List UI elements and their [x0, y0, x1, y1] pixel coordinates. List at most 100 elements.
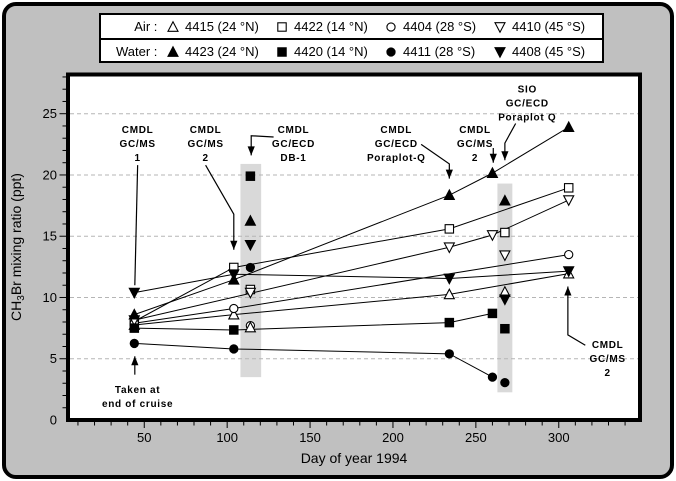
leader-arrowhead: [445, 169, 453, 179]
data-point-air-4410: [562, 195, 575, 207]
series-line-water-4420: [134, 312, 493, 331]
data-point-water-4420: [129, 323, 140, 333]
triangle-down-filled-icon: [488, 45, 512, 59]
data-point-water-4423: [562, 120, 575, 133]
y-tick-label: 15: [43, 229, 57, 244]
annotation-text-cmdl-gcms-2-left: 2: [202, 153, 208, 164]
legend-row-water: Water : 4423 (24 °N) 4420 (14 °N) 4411 (28…: [101, 38, 602, 63]
y-tick-label: 0: [50, 413, 57, 428]
annotation-text-sio-gcecd-poraplot: Poraplot Q: [498, 113, 556, 124]
data-point-air-4410: [443, 242, 456, 254]
x-tick-label: 200: [382, 430, 404, 445]
annotation-text-cmdl-gcms-1: CMDL: [122, 125, 154, 136]
data-point-water-4408: [443, 273, 456, 285]
annotation-text-cmdl-gcms-2-left: CMDL: [190, 125, 222, 136]
legend-marker-glyph: [167, 45, 179, 57]
data-point-water-4408: [128, 287, 141, 299]
annotation-text-cmdl-gcecd-poraplot: GC/ECD: [375, 139, 418, 150]
annotation-text-cmdl-gcms-2-right: 2: [605, 368, 611, 379]
annotation-text-cmdl-gcms-2-right: CMDL: [592, 340, 624, 351]
legend-row-label: Air :: [134, 19, 161, 34]
annotation-text-cmdl-gcecd-poraplot: Poraplot-Q: [367, 153, 426, 164]
annotation-text-cmdl-gcms-1: 1: [135, 153, 141, 164]
x-tick-label: 50: [137, 430, 151, 445]
extra-point-band-cmdl-gcecd-db1: [244, 321, 257, 333]
annotation-text-cmdl-gcms-2-mid: CMDL: [459, 125, 491, 136]
x-axis-title: Day of year 1994: [301, 450, 408, 466]
legend-row-label: Water :: [115, 44, 161, 59]
y-tick-label: 10: [43, 290, 57, 305]
x-tick-label: 100: [216, 430, 238, 445]
square-open-icon: [270, 20, 294, 34]
annotation-text-cmdl-gcms-2-right: GC/MS: [590, 354, 626, 365]
data-point-air-4422: [563, 183, 574, 193]
data-point-water-4411: [487, 372, 498, 382]
legend-row-air: Air : 4415 (24 °N) 4422 (14 °N) 4404 (28 °…: [101, 15, 602, 38]
series-line-water-4411: [134, 342, 493, 378]
y-tick-label: 20: [43, 167, 57, 182]
extra-point-band-cmdl-gcecd-db1: [244, 214, 257, 226]
data-point-water-4423: [443, 188, 456, 201]
leader-arrowhead: [131, 356, 139, 366]
extra-point-band-cmdl-gcecd-db1: [245, 262, 256, 273]
x-tick-label: 150: [299, 430, 321, 445]
legend-entry: 4420 (14 °N): [270, 44, 379, 59]
leader-line-cmdl-gcms-1: [134, 165, 139, 286]
leader-arrowhead: [501, 151, 509, 161]
plot-frame: [66, 72, 642, 422]
circle-open-icon: [379, 20, 403, 34]
series-line-air-4410: [134, 199, 569, 321]
annotation-text-cmdl-gcecd-db1: DB-1: [280, 153, 306, 164]
legend-entry-text: 4423 (24 °N): [185, 44, 259, 59]
data-point-air-4404: [229, 303, 239, 314]
annotation-text-cmdl-gcecd-poraplot: CMDL: [380, 125, 412, 136]
data-point-air-4415: [227, 308, 240, 320]
x-tick-label: 300: [548, 430, 570, 445]
legend-rows: Air : 4415 (24 °N) 4422 (14 °N) 4404 (28 °…: [101, 15, 602, 63]
annotation-text-taken-at-end-of-cruise: Taken at: [115, 385, 160, 396]
annotation-text-sio-gcecd-poraplot: SIO: [518, 85, 537, 96]
leader-arrowhead: [489, 153, 497, 163]
plot-area: [68, 74, 640, 420]
legend-marker-glyph: [167, 20, 179, 32]
extra-point-band-cmdl-gcecd-db1: [244, 239, 257, 252]
leader-line-cmdl-gcms-2-right: [567, 286, 586, 346]
legend-entry: 4404 (28 °S): [379, 19, 488, 34]
data-point-air-4415: [443, 288, 456, 300]
annotation-text-taken-at-end-of-cruise: end of cruise: [102, 399, 173, 410]
chart-generated-content: 50 100 150 200 250 300 0 5 10 15 20 25 CMDL GC/MS 1 CMD…: [43, 72, 642, 445]
triangle-up-open-icon: [161, 20, 185, 34]
leader-line-cmdl-gcms-2-left: [205, 164, 235, 250]
legend-marker-glyph: [277, 21, 287, 32]
y-tick-label: 5: [50, 351, 57, 366]
legend-entry-text: 4422 (14 °N): [294, 19, 368, 34]
leader-arrowhead: [564, 286, 572, 296]
extra-point-band-sio-poraplot: [500, 323, 510, 334]
data-point-air-4410: [486, 230, 499, 242]
series-line-air-4422: [134, 187, 569, 322]
legend-marker-glyph: [386, 46, 396, 57]
legend: Air : 4415 (24 °N) 4422 (14 °N) 4404 (28 °…: [99, 13, 604, 63]
data-point-water-4423: [128, 308, 141, 320]
legend-entry: 4422 (14 °N): [270, 19, 379, 34]
annotation-text-cmdl-gcms-2-mid: 2: [472, 153, 478, 164]
legend-entry: 4410 (45 °S): [488, 19, 597, 34]
extra-point-band-sio-poraplot: [500, 377, 510, 388]
legend-entry-text: 4415 (24 °N): [185, 19, 259, 34]
annotation-text-sio-gcecd-poraplot: GC/ECD: [506, 99, 549, 110]
data-point-water-4423: [486, 166, 499, 178]
legend-entry: 4408 (45 °S): [488, 44, 597, 59]
extra-point-band-cmdl-gcecd-db1: [245, 171, 256, 181]
extra-point-band-sio-poraplot: [498, 294, 511, 306]
square-filled-icon: [270, 45, 294, 59]
legend-entry-text: 4411 (28 °S): [403, 44, 476, 59]
data-point-water-4408: [562, 266, 575, 278]
annotation-text-cmdl-gcms-2-left: GC/MS: [187, 139, 223, 150]
legend-entry-text: 4408 (45 °S): [512, 44, 586, 59]
legend-marker-glyph: [494, 21, 506, 33]
legend-marker-glyph: [277, 46, 287, 57]
y-axis-title: CH3Br mixing ratio (ppt): [8, 173, 27, 321]
leader-arrowhead: [247, 146, 255, 156]
